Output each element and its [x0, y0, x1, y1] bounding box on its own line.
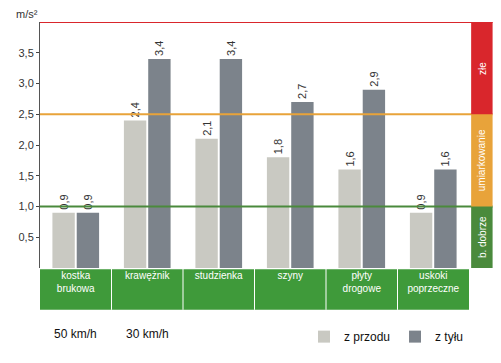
svg-text:2,1: 2,1 — [201, 121, 213, 136]
svg-text:b. dobrze: b. dobrze — [477, 216, 488, 258]
svg-text:uskokipoprzeczne: uskokipoprzeczne — [407, 270, 459, 294]
svg-text:50 km/h: 50 km/h — [54, 327, 97, 341]
svg-text:1,6: 1,6 — [344, 151, 356, 166]
svg-text:z tyłu: z tyłu — [435, 330, 463, 344]
svg-text:2,0: 2,0 — [19, 139, 34, 151]
svg-text:30 km/h: 30 km/h — [126, 327, 169, 341]
svg-text:0,9: 0,9 — [58, 194, 70, 209]
svg-text:1,0: 1,0 — [19, 200, 34, 212]
svg-text:3,5: 3,5 — [19, 47, 34, 59]
svg-text:złe: złe — [477, 62, 488, 75]
svg-text:z przodu: z przodu — [344, 330, 390, 344]
svg-text:m/s²: m/s² — [16, 8, 38, 20]
svg-text:2,9: 2,9 — [368, 71, 380, 86]
svg-text:2,7: 2,7 — [296, 84, 308, 99]
svg-text:2,5: 2,5 — [19, 108, 34, 120]
svg-text:0,9: 0,9 — [82, 194, 94, 209]
svg-text:szyny: szyny — [277, 270, 303, 281]
svg-text:2,4: 2,4 — [129, 102, 141, 117]
svg-text:0,9: 0,9 — [415, 194, 427, 209]
svg-text:płytydrogowe: płytydrogowe — [343, 270, 382, 294]
svg-text:studzienka: studzienka — [195, 270, 243, 281]
svg-text:1,6: 1,6 — [439, 151, 451, 166]
svg-text:3,4: 3,4 — [153, 41, 165, 56]
svg-text:umiarkowanie: umiarkowanie — [476, 129, 487, 191]
svg-text:0,5: 0,5 — [19, 231, 34, 243]
svg-text:krawężnik: krawężnik — [125, 270, 170, 281]
svg-text:kostkabrukowa: kostkabrukowa — [57, 270, 95, 294]
svg-text:1,8: 1,8 — [272, 139, 284, 154]
svg-text:3,4: 3,4 — [225, 41, 237, 56]
svg-text:3,0: 3,0 — [19, 77, 34, 89]
svg-text:1,5: 1,5 — [19, 170, 34, 182]
